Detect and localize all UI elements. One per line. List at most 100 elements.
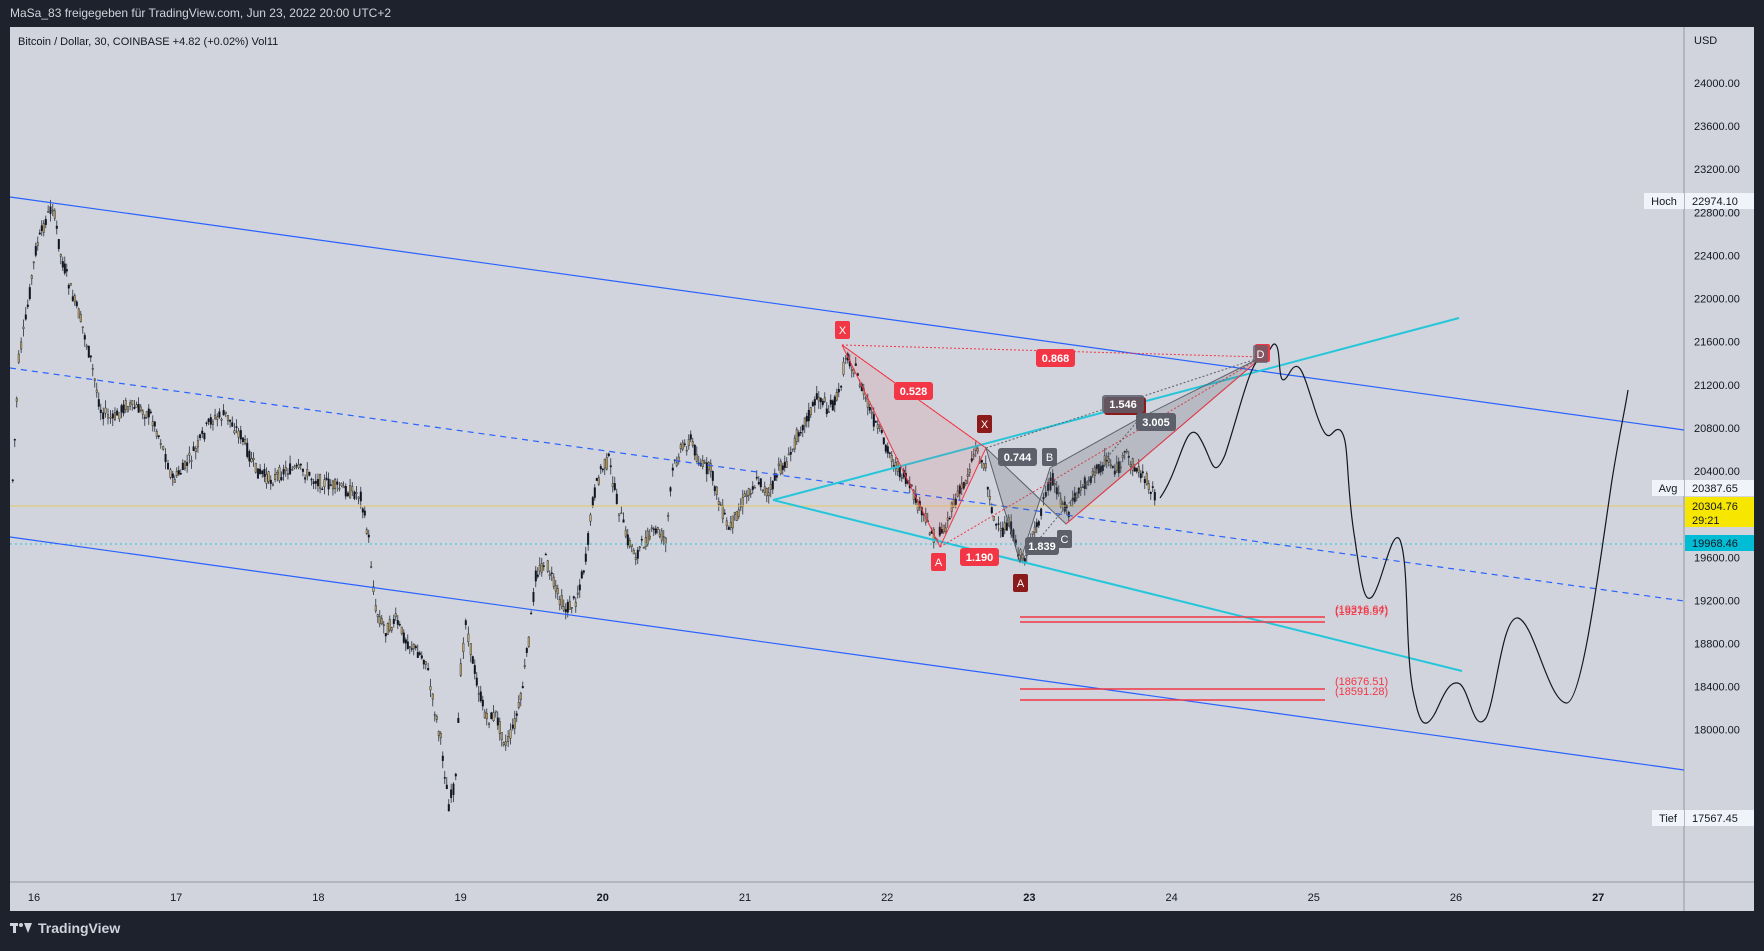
candle-body <box>683 443 686 446</box>
time-tick-label: 25 <box>1308 892 1320 904</box>
candle-body <box>509 729 512 739</box>
candle-body <box>850 369 853 371</box>
ratio-label-0868[interactable]: 0.868 <box>1036 349 1075 367</box>
candle-body <box>944 527 947 533</box>
candle-body <box>342 485 345 489</box>
candle-body <box>1044 492 1047 497</box>
candle-body <box>308 471 311 476</box>
candle-body <box>618 513 621 516</box>
candle-body <box>677 456 680 462</box>
candle-body <box>336 481 339 485</box>
candle-body <box>233 430 236 434</box>
candle-body <box>122 404 125 414</box>
candle-body <box>554 585 557 592</box>
tradingview-brand[interactable]: TradingView <box>10 920 120 936</box>
candle-body <box>111 413 114 419</box>
candle-body <box>1137 466 1140 473</box>
candle-body <box>99 409 102 414</box>
candle-body <box>605 457 608 470</box>
channel-upper-line[interactable] <box>9 196 1685 431</box>
time-tick-label: 20 <box>597 892 609 904</box>
candle-body <box>370 566 373 568</box>
pattern-point-a1[interactable]: A <box>931 553 946 571</box>
candle-body <box>769 483 772 490</box>
candle-body <box>390 627 393 631</box>
candle-body <box>874 421 877 423</box>
candle-body <box>578 584 581 591</box>
candle-body <box>278 467 281 481</box>
price-tick-label: 18400.00 <box>1694 682 1740 694</box>
candle-body <box>494 710 497 713</box>
candle-body <box>280 477 283 480</box>
candle-body <box>256 468 259 479</box>
candle-body <box>139 406 142 411</box>
publish-info: MaSa_83 freigegeben für TradingView.com,… <box>10 6 392 20</box>
ratio-label-0528[interactable]: 0.528 <box>894 382 933 400</box>
candle-body <box>1057 492 1060 494</box>
candle-body <box>408 646 411 648</box>
candle-body <box>562 606 565 611</box>
candle-body <box>410 648 413 650</box>
candle-body <box>642 547 645 549</box>
candle-body <box>566 601 569 613</box>
candle-body <box>628 540 631 547</box>
ratio-label-3005[interactable]: 3.005 <box>1136 413 1176 431</box>
pattern-point-c[interactable]: C <box>1057 530 1072 548</box>
svg-text:Hoch: Hoch <box>1651 196 1677 208</box>
candle-body <box>69 283 72 286</box>
candle-body <box>515 713 518 716</box>
candle-body <box>685 449 688 452</box>
price-axis[interactable] <box>1684 27 1754 911</box>
pattern-point-b[interactable]: B <box>1042 448 1057 466</box>
candle-body <box>789 451 792 455</box>
candle-body <box>319 474 322 489</box>
candle-body <box>164 454 167 463</box>
time-tick-label: 27 <box>1592 892 1604 904</box>
wedge-lower-line[interactable] <box>772 499 1463 672</box>
channel-mid-line[interactable] <box>9 367 1685 602</box>
ratio-label-0744[interactable]: 0.744 <box>998 448 1037 466</box>
candle-body <box>771 481 774 490</box>
candle-body <box>439 733 442 739</box>
candle-body <box>496 717 499 726</box>
candle-body <box>751 486 754 490</box>
pattern-point-d[interactable]: D <box>1253 344 1270 363</box>
chart-pane[interactable] <box>10 27 1684 882</box>
candle-body <box>485 712 488 720</box>
candle-body <box>143 417 146 419</box>
pattern-point-x1[interactable]: X <box>835 321 850 339</box>
candle-body <box>1145 473 1148 485</box>
candle-body <box>498 721 501 734</box>
pattern-point-a2[interactable]: A <box>1013 574 1028 592</box>
candle-body <box>1119 466 1122 469</box>
candle-body <box>263 468 266 477</box>
candle-body <box>1042 496 1045 500</box>
candle-body <box>601 468 604 471</box>
candle-body <box>1059 498 1062 507</box>
candle-body <box>827 411 830 413</box>
candle-body <box>711 471 714 481</box>
candle-body <box>85 345 88 348</box>
candle-body <box>265 474 268 484</box>
candle-body <box>151 421 154 427</box>
candle-body <box>310 478 313 481</box>
channel-lower-line[interactable] <box>9 536 1685 771</box>
time-axis[interactable] <box>10 882 1684 911</box>
candle-body <box>527 636 530 647</box>
candle-body <box>372 586 375 592</box>
candle-body <box>91 368 94 370</box>
pattern-point-x2[interactable]: X <box>977 415 992 433</box>
candle-body <box>252 457 255 461</box>
ratio-label-1190[interactable]: 1.190 <box>960 548 999 566</box>
ratio-label-1839[interactable]: 1.839 <box>1025 537 1059 555</box>
candle-body <box>521 686 524 689</box>
candle-body <box>854 363 857 366</box>
candle-body <box>570 607 573 609</box>
candle-body <box>878 426 881 429</box>
candle-body <box>745 494 748 497</box>
ratio-label-1546[interactable]: 1.546 <box>1102 395 1146 415</box>
candle-body <box>805 415 808 422</box>
candle-body <box>47 211 50 213</box>
